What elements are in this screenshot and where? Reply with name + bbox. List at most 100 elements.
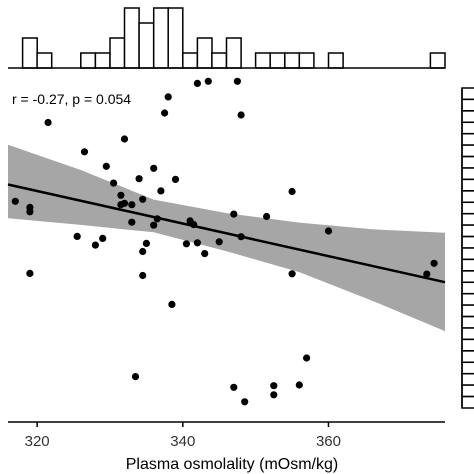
histogram-bar [80,52,97,69]
x-axis: 320 340 360 [8,421,445,450]
data-point [26,208,34,216]
data-point [215,238,223,246]
x-tick-label: 340 [170,433,195,450]
correlation-annotation: r = -0.27, p = 0.054 [12,91,131,107]
data-point [128,201,136,209]
data-point [182,240,190,248]
side-histogram-bar [461,98,474,112]
histogram-bar [327,52,344,69]
data-point [99,234,107,242]
data-point [128,218,136,226]
x-tick-label: 320 [25,433,50,450]
side-histogram-bar [461,350,474,364]
side-histogram-bar [461,155,474,169]
side-histogram-bar [461,395,474,409]
right-marginal-histogram [461,87,474,409]
data-point [423,270,431,278]
side-histogram-bar [461,144,474,158]
data-point [193,239,201,247]
data-point [150,164,158,172]
scatter-panel [7,77,446,406]
side-histogram-bar [461,212,474,226]
histogram-bar [284,52,301,69]
histogram-bar [21,37,38,69]
data-point [233,77,241,85]
regression-line [7,183,446,284]
side-histogram-bar [461,235,474,249]
data-point [102,162,110,170]
side-histogram-bar [461,178,474,192]
side-histogram-bar [461,132,474,146]
data-point [324,227,333,235]
side-histogram-bar [461,372,474,386]
data-point [142,239,150,247]
data-point [91,241,99,249]
data-point [303,354,311,362]
data-point [430,259,438,267]
histogram-bar [94,52,111,69]
confidence-band [8,144,445,332]
histogram-bar [182,52,199,69]
histogram-bar [429,52,446,69]
x-axis-title: Plasma osmolality (mOsm/kg) [126,456,338,473]
side-histogram-bar [461,281,474,295]
data-point [204,77,212,85]
data-point [120,199,129,207]
side-histogram-bar [461,304,474,318]
histogram-bar [36,52,53,69]
data-point [135,175,143,183]
side-histogram-bar [461,384,474,398]
histogram-bar [225,37,242,69]
data-point [263,212,271,221]
side-histogram-bar [461,361,474,375]
side-histogram-bar [461,258,474,272]
data-point [295,381,303,389]
data-point [201,250,209,258]
histogram-bar [167,7,184,69]
side-histogram-bar [461,121,474,135]
data-point [153,215,161,223]
data-point [139,195,147,203]
histogram-bar [138,22,155,69]
side-histogram-bar [461,190,474,204]
data-point [110,179,118,187]
histogram-bar [123,7,140,69]
data-point [230,210,238,218]
x-tick-label: 360 [316,433,341,450]
side-histogram-bar [461,167,474,181]
histogram-bar [109,37,126,69]
data-point [270,391,278,399]
data-points [11,77,438,406]
data-point [241,398,249,406]
side-histogram-bar [461,110,474,124]
data-point [26,269,34,277]
side-histogram-bar [461,338,474,352]
data-point [117,191,125,199]
side-histogram-bar [461,201,474,215]
data-point [164,93,172,101]
data-point [80,148,89,156]
histogram-bar [196,37,213,69]
data-point [11,197,19,205]
data-point [44,118,52,127]
side-histogram-bar [461,247,474,261]
histogram-bar [298,52,315,69]
side-histogram-bar [461,315,474,329]
data-point [230,383,238,391]
data-point [193,79,201,87]
data-point [288,270,296,278]
data-point [288,187,296,196]
data-point [161,109,169,117]
data-point [270,382,278,390]
data-point [131,373,140,381]
histogram-bar [152,7,170,69]
data-point [168,300,176,308]
side-histogram-bar [461,224,474,238]
data-point [237,111,245,119]
data-point [190,221,198,229]
data-point [150,221,158,229]
side-histogram-bar [461,270,474,284]
top-marginal-histogram [8,7,446,69]
data-point [73,232,81,240]
histogram-bar [211,52,228,69]
